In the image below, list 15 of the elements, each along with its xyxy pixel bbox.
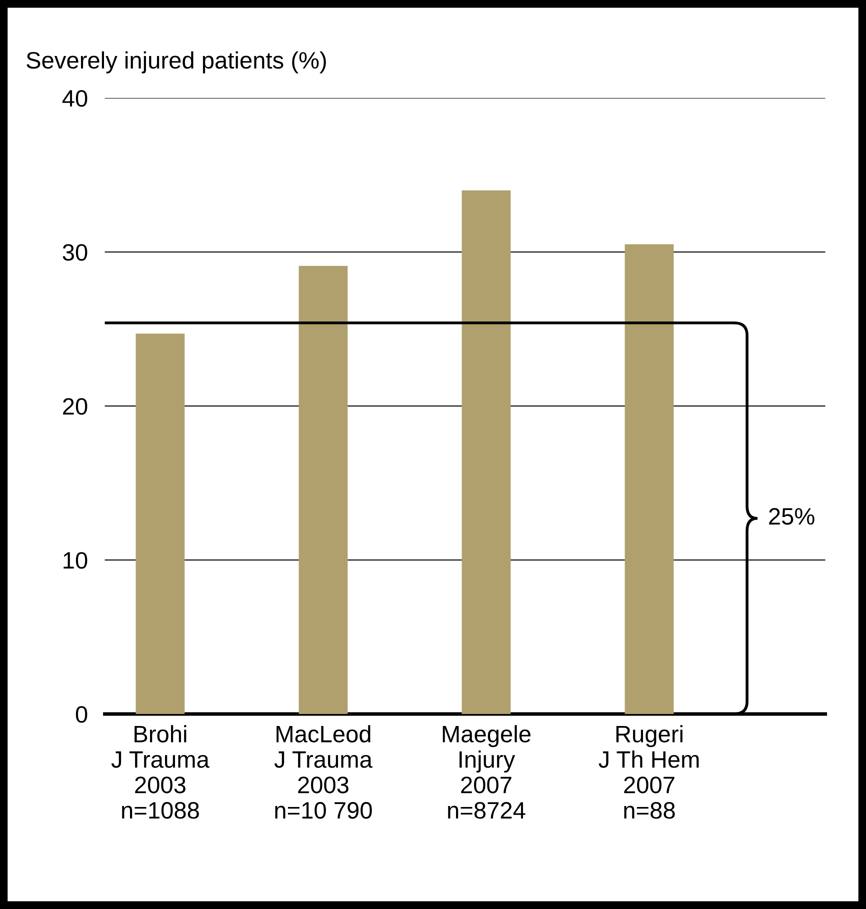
x-tick-label: Rugeri J Th Hem 2007 n=88 <box>598 725 699 819</box>
y-tick-label: 40 <box>62 90 88 107</box>
y-axis-title: Severely injured patients (%) <box>26 51 326 74</box>
x-tick-label: Maegele Injury 2007 n=8724 <box>442 725 530 819</box>
bar <box>298 266 348 714</box>
y-tick-label: 10 <box>64 552 88 569</box>
ref-line-label: 25% <box>769 508 814 525</box>
bar <box>462 190 511 714</box>
x-tick-label: Brohi J Trauma 2003 n=1088 <box>111 725 210 819</box>
bar <box>136 334 185 714</box>
bar <box>624 244 674 714</box>
x-tick-label: MacLeod J Trauma 2003 n=10 790 <box>274 725 372 819</box>
y-tick-label: 20 <box>63 398 88 415</box>
y-tick-label: 0 <box>76 706 88 723</box>
y-tick-label: 30 <box>62 244 88 261</box>
